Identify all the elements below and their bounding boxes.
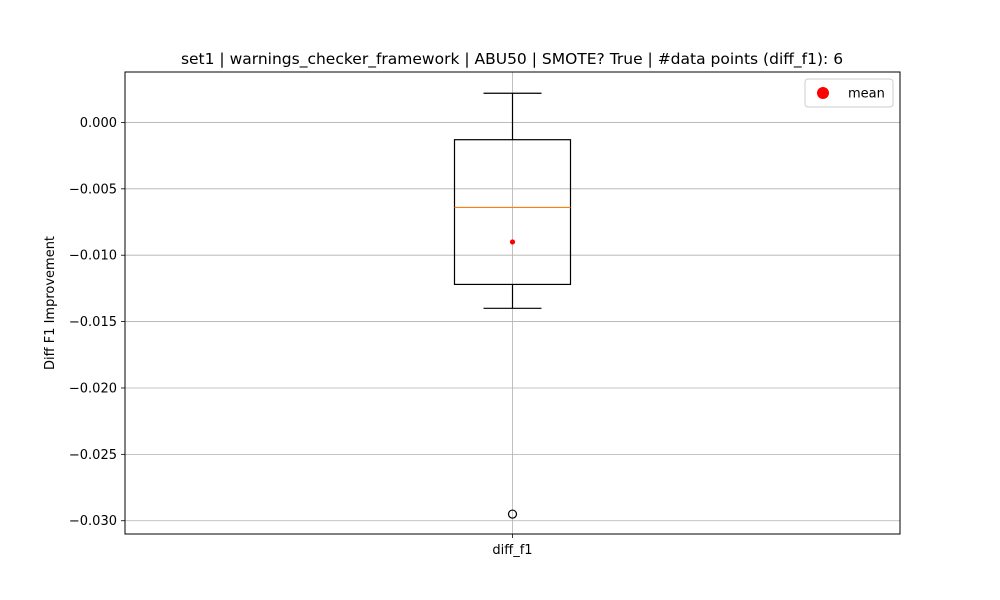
y-tick-label: −0.015 <box>69 315 117 330</box>
x-tick-label: diff_f1 <box>492 543 532 558</box>
box-diff_f1 <box>453 92 572 519</box>
chart-title: set1 | warnings_checker_framework | ABU5… <box>181 50 843 69</box>
interquartile-box <box>453 139 572 286</box>
y-tick-label: −0.010 <box>69 249 117 264</box>
legend-marker <box>817 87 829 99</box>
grid-lines <box>125 72 900 534</box>
legend-frame <box>804 78 894 108</box>
legend: mean <box>804 78 894 108</box>
mean-marker <box>509 239 516 245</box>
y-tick-label: −0.030 <box>69 514 117 529</box>
y-axis-label: Diff F1 Improvement <box>43 236 58 370</box>
y-axis-ticks: 0.000 −0.005 −0.010 −0.015 −0.020 −0.025 −0.03… <box>69 116 125 529</box>
y-tick-label: −0.025 <box>69 448 117 463</box>
y-tick-label: −0.020 <box>69 381 117 396</box>
x-axis-ticks: diff_f1 <box>492 534 533 558</box>
outlier-point <box>507 509 518 519</box>
y-tick-label: 0.000 <box>80 116 117 131</box>
y-tick-label: −0.005 <box>69 182 117 197</box>
legend-label: mean <box>848 87 885 102</box>
plot-area <box>453 92 572 519</box>
